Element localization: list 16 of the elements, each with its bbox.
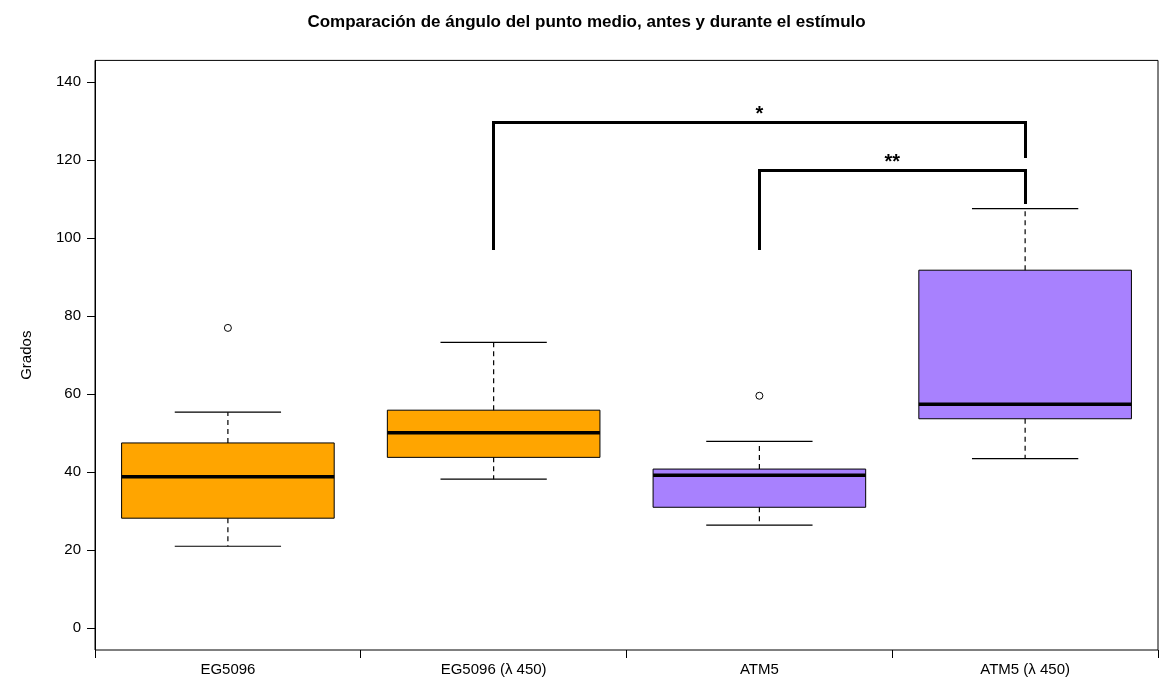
annotation: ** — [884, 149, 901, 172]
x-tick-label: ATM5 (λ 450) — [980, 660, 1070, 678]
y-tick-label: 0 — [72, 618, 82, 636]
y-tick-label: 40 — [64, 462, 82, 480]
x-tick-label: EG5096 (λ 450) — [440, 660, 547, 678]
y-tick-label: 20 — [64, 540, 82, 558]
x-tick-label: EG5096 — [200, 660, 256, 678]
y-tick-label: 120 — [56, 150, 82, 168]
x-tick-label: ATM5 — [739, 660, 779, 678]
y-axis-title: Grados — [17, 330, 35, 380]
annotation: * — [755, 101, 764, 124]
chart-title: Comparación de ángulo del punto medio, antes y durante el estímulo — [307, 11, 866, 31]
y-tick-label: 100 — [56, 228, 82, 246]
y-tick-label: 60 — [64, 384, 82, 402]
y-tick-label: 80 — [64, 306, 82, 324]
y-tick-label: 140 — [56, 72, 82, 90]
